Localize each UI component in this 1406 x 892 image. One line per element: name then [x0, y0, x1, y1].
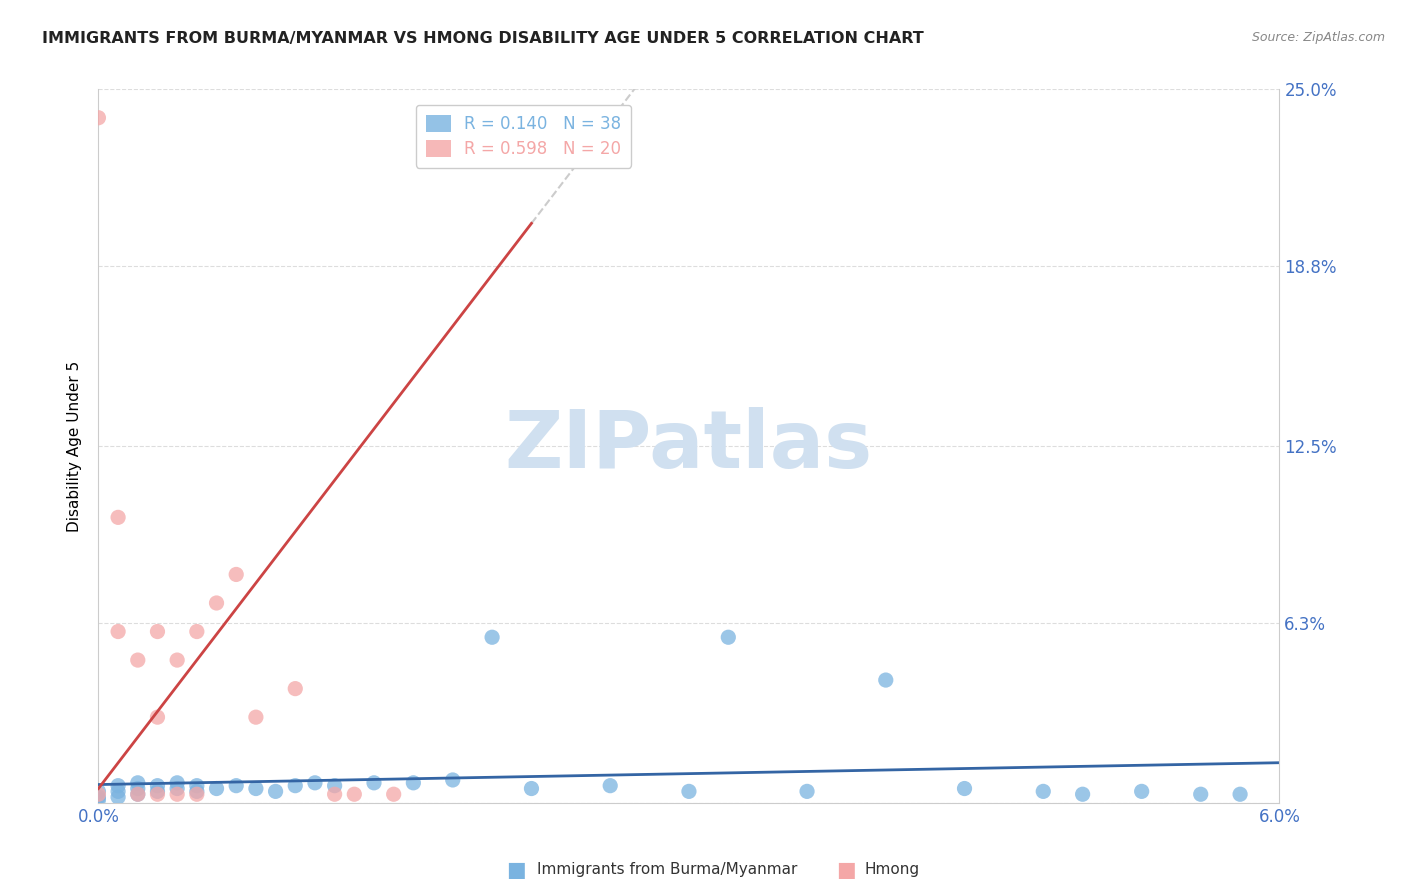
Point — [1130, 784, 1153, 798]
Y-axis label: Disability Age Under 5: Disability Age Under 5 — [67, 360, 83, 532]
Legend: R = 0.140   N = 38, R = 0.598   N = 20: R = 0.140 N = 38, R = 0.598 N = 20 — [416, 104, 631, 168]
Point — [186, 624, 208, 639]
Text: Immigrants from Burma/Myanmar: Immigrants from Burma/Myanmar — [537, 863, 797, 877]
Text: ■: ■ — [506, 860, 526, 880]
Point — [796, 784, 818, 798]
Point — [599, 779, 621, 793]
Point — [87, 111, 110, 125]
Point — [166, 653, 188, 667]
Point — [127, 653, 149, 667]
Point — [441, 772, 464, 787]
Point — [107, 790, 129, 805]
Point — [146, 710, 169, 724]
Point — [481, 630, 503, 644]
Point — [107, 779, 129, 793]
Point — [87, 787, 110, 801]
Point — [382, 787, 405, 801]
Point — [205, 781, 228, 796]
Point — [1071, 787, 1094, 801]
Point — [127, 787, 149, 801]
Point — [205, 596, 228, 610]
Point — [127, 776, 149, 790]
Point — [245, 710, 267, 724]
Point — [678, 784, 700, 798]
Point — [323, 787, 346, 801]
Point — [1189, 787, 1212, 801]
Point — [127, 781, 149, 796]
Point — [186, 779, 208, 793]
Point — [284, 779, 307, 793]
Point — [1229, 787, 1251, 801]
Point — [343, 787, 366, 801]
Point — [225, 779, 247, 793]
Point — [166, 776, 188, 790]
Point — [225, 567, 247, 582]
Point — [245, 781, 267, 796]
Point — [146, 784, 169, 798]
Point — [146, 779, 169, 793]
Text: Source: ZipAtlas.com: Source: ZipAtlas.com — [1251, 31, 1385, 45]
Point — [87, 793, 110, 807]
Point — [304, 776, 326, 790]
Point — [186, 787, 208, 801]
Point — [166, 787, 188, 801]
Point — [107, 784, 129, 798]
Point — [107, 510, 129, 524]
Point — [402, 776, 425, 790]
Point — [87, 784, 110, 798]
Point — [166, 781, 188, 796]
Text: ZIPatlas: ZIPatlas — [505, 407, 873, 485]
Point — [264, 784, 287, 798]
Point — [127, 787, 149, 801]
Point — [284, 681, 307, 696]
Point — [1032, 784, 1054, 798]
Point — [107, 624, 129, 639]
Point — [717, 630, 740, 644]
Point — [363, 776, 385, 790]
Point — [875, 673, 897, 687]
Point — [146, 624, 169, 639]
Text: Hmong: Hmong — [865, 863, 920, 877]
Point — [87, 790, 110, 805]
Point — [323, 779, 346, 793]
Point — [953, 781, 976, 796]
Text: IMMIGRANTS FROM BURMA/MYANMAR VS HMONG DISABILITY AGE UNDER 5 CORRELATION CHART: IMMIGRANTS FROM BURMA/MYANMAR VS HMONG D… — [42, 31, 924, 46]
Point — [186, 784, 208, 798]
Text: ■: ■ — [837, 860, 856, 880]
Point — [520, 781, 543, 796]
Point — [146, 787, 169, 801]
